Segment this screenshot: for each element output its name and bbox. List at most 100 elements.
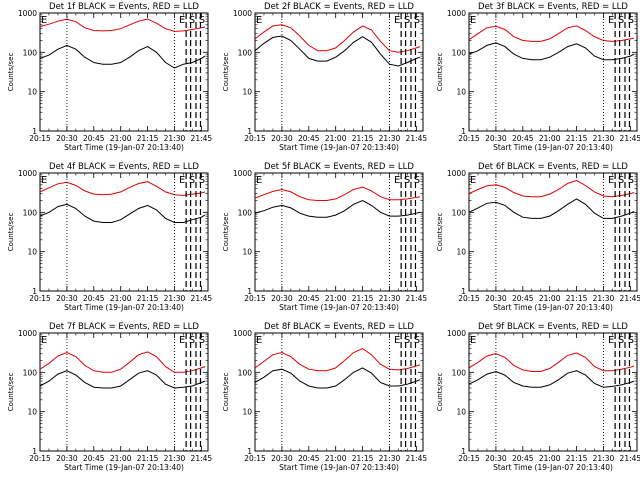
detector-panel: Det 7f BLACK = Events, RED = LLD 1 10 100 10… [7, 322, 212, 472]
event-marker-label: S [628, 175, 634, 186]
event-marker-label: S [189, 335, 195, 346]
y-tick-label: 10 [456, 88, 466, 97]
plot-frame [39, 12, 209, 132]
y-tick-label: 1000 [18, 329, 37, 338]
x-tick-label: 21:00 [110, 134, 132, 143]
x-tick-label: 21:45 [406, 294, 428, 303]
detector-panel: Det 2f BLACK = Events, RED = LLD 1 10 100 10… [222, 2, 427, 152]
event-marker-label: S [404, 335, 410, 346]
event-marker-label: S [414, 175, 420, 186]
x-tick-label: 21:00 [325, 134, 347, 143]
y-tick-label: 100 [238, 208, 253, 217]
x-tick-label: 21:45 [620, 454, 640, 463]
event-marker-label: E [394, 15, 400, 26]
event-marker-label: E [608, 175, 614, 186]
plot-frame [254, 172, 424, 292]
plot-area [40, 351, 206, 389]
x-tick-label: 20:30 [485, 454, 507, 463]
detector-panel: Det 3f BLACK = Events, RED = LLD 1 10 100 10… [436, 2, 640, 152]
y-axis-label: Counts/sec [222, 213, 230, 252]
x-tick-label: 20:15 [29, 454, 51, 463]
events-series-line [255, 199, 421, 218]
event-marker-label: S [628, 335, 634, 346]
event-marker-label: E [256, 15, 262, 26]
x-tick-label: 21:45 [191, 454, 213, 463]
x-axis-label: Start Time (19-Jan-07 20:13:40) [279, 463, 399, 472]
plot-area [255, 24, 421, 67]
events-series-line [40, 203, 206, 223]
events-series-line [40, 44, 206, 69]
x-tick-label: 20:15 [29, 134, 51, 143]
event-marker-label: E [179, 175, 185, 186]
events-series-line [255, 367, 421, 389]
x-tick-label: 21:30 [379, 134, 401, 143]
y-tick-label: 1 [461, 287, 466, 296]
plot-area [40, 181, 206, 223]
plot-area [469, 25, 635, 61]
x-tick-label: 21:00 [539, 134, 561, 143]
panel-title: Det 3f BLACK = Events, RED = LLD [478, 2, 628, 12]
plot-area [469, 179, 635, 219]
x-tick-label: 21:30 [593, 294, 615, 303]
y-tick-label: 1000 [447, 9, 466, 18]
x-tick-label: 21:00 [110, 454, 132, 463]
lld-series-line [469, 179, 635, 198]
x-tick-label: 20:15 [458, 454, 480, 463]
x-tick-label: 21:45 [620, 134, 640, 143]
panel-title: Det 4f BLACK = Events, RED = LLD [49, 162, 199, 172]
event-marker-label: E [41, 15, 47, 26]
x-tick-label: 20:15 [244, 294, 266, 303]
y-tick-label: 10 [456, 248, 466, 257]
y-tick-label: 1 [32, 287, 37, 296]
x-tick-label: 21:45 [191, 134, 213, 143]
x-tick-label: 21:15 [137, 294, 159, 303]
event-marker-label: E [470, 15, 476, 26]
x-tick-label: 21:45 [191, 294, 213, 303]
x-tick-label: 20:30 [485, 134, 507, 143]
x-tick-label: 20:15 [244, 454, 266, 463]
y-tick-label: 100 [238, 48, 253, 57]
plot-frame [468, 12, 638, 132]
y-axis-label: Counts/sec [7, 53, 15, 92]
x-tick-label: 20:30 [485, 294, 507, 303]
x-tick-label: 21:00 [325, 294, 347, 303]
detector-panel: Det 1f BLACK = Events, RED = LLD 1 10 100 10… [7, 2, 212, 152]
event-marker-label: S [618, 15, 624, 26]
lld-series-line [255, 186, 421, 201]
x-tick-label: 20:45 [83, 454, 105, 463]
x-tick-label: 21:30 [379, 454, 401, 463]
events-series-line [40, 370, 206, 389]
y-axis-label: Counts/sec [222, 373, 230, 412]
detector-panel: Det 8f BLACK = Events, RED = LLD 1 10 100 10… [222, 322, 427, 472]
event-marker-label: S [189, 15, 195, 26]
event-marker-label: E [179, 15, 185, 26]
y-tick-label: 1 [32, 127, 37, 136]
y-axis-label: Counts/sec [436, 53, 444, 92]
x-tick-label: 21:30 [593, 134, 615, 143]
y-axis-label: Counts/sec [222, 53, 230, 92]
x-tick-label: 20:30 [56, 134, 78, 143]
event-marker-label: S [199, 15, 205, 26]
x-axis-label: Start Time (19-Jan-07 20:13:40) [493, 463, 613, 472]
plot-frame [468, 332, 638, 452]
plot-area [469, 352, 635, 388]
event-marker-label: E [41, 335, 47, 346]
x-tick-label: 21:00 [539, 454, 561, 463]
panel-title: Det 6f BLACK = Events, RED = LLD [478, 162, 628, 172]
y-tick-label: 100 [23, 208, 38, 217]
y-tick-label: 10 [456, 408, 466, 417]
x-tick-label: 20:45 [298, 134, 320, 143]
panel-title: Det 7f BLACK = Events, RED = LLD [49, 322, 199, 332]
y-axis-label: Counts/sec [436, 213, 444, 252]
x-axis-label: Start Time (19-Jan-07 20:13:40) [64, 463, 184, 472]
y-tick-label: 100 [452, 208, 467, 217]
event-marker-label: E [608, 335, 614, 346]
x-tick-label: 21:15 [566, 454, 588, 463]
y-tick-label: 1000 [233, 9, 252, 18]
event-marker-label: S [618, 335, 624, 346]
event-marker-label: E [394, 175, 400, 186]
x-axis-label: Start Time (19-Jan-07 20:13:40) [493, 143, 613, 152]
plot-area [255, 348, 421, 389]
x-tick-label: 21:00 [539, 294, 561, 303]
